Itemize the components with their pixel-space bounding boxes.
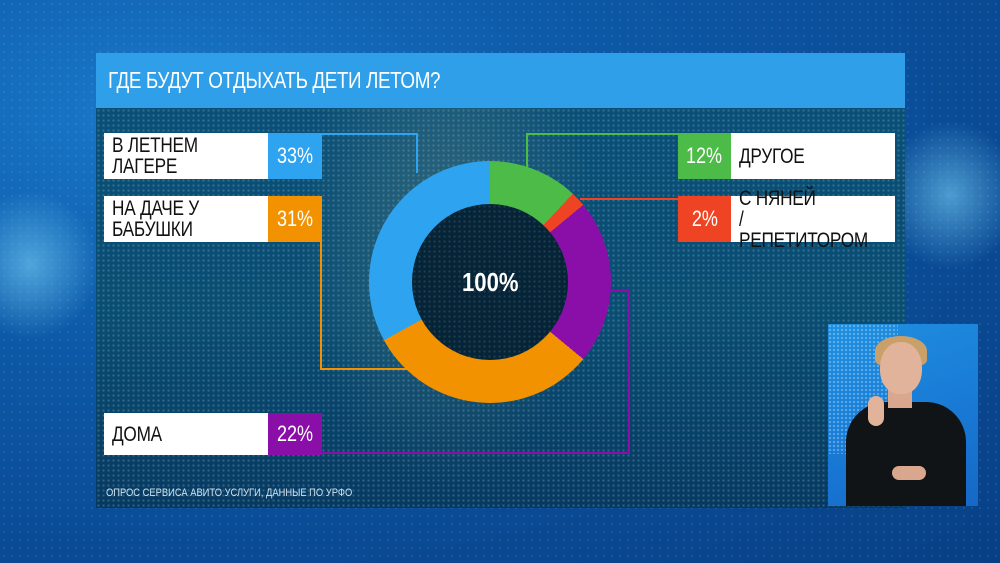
sign-language-interpreter-video (828, 324, 978, 506)
legend-value-other: 12% (678, 133, 731, 179)
connector-line-camp (322, 133, 418, 173)
interpreter-face (880, 342, 922, 394)
legend-value-camp: 33% (268, 133, 322, 179)
connector-line-dacha (320, 240, 410, 370)
legend-value-dacha: 31% (268, 196, 322, 242)
donut-total-label: 100% (461, 266, 519, 297)
connector-line-other (526, 133, 679, 173)
interpreter-hand (892, 466, 926, 480)
legend-value-nanny: 2% (678, 196, 731, 242)
connector-line-nanny (580, 198, 679, 200)
connector-line-home-top (604, 290, 630, 292)
legend-label-other: ДРУГОЕ (731, 133, 895, 179)
source-note: ОПРОС СЕРВИСА АВИТО УСЛУГИ, ДАННЫЕ ПО УР… (106, 487, 353, 499)
legend-label-camp: В ЛЕТНЕМ ЛАГЕРЕ (104, 133, 268, 179)
title-bar: ГДЕ БУДУТ ОТДЫХАТЬ ДЕТИ ЛЕТОМ? (96, 53, 905, 108)
legend-label-home: ДОМА (104, 413, 268, 455)
legend-label-nanny: С НЯНЕЙ /РЕПЕТИТОРОМ (731, 188, 895, 251)
legend-value-home: 22% (268, 413, 322, 455)
chart-title: ГДЕ БУДУТ ОТДЫХАТЬ ДЕТИ ЛЕТОМ? (108, 67, 441, 93)
background-glow (0, 190, 100, 340)
legend-label-dacha: НА ДАЧЕ У БАБУШКИ (104, 196, 268, 242)
donut-center: 100% (412, 204, 568, 360)
interpreter-body (846, 402, 966, 506)
connector-line-home (321, 290, 630, 454)
interpreter-hand (868, 396, 884, 426)
